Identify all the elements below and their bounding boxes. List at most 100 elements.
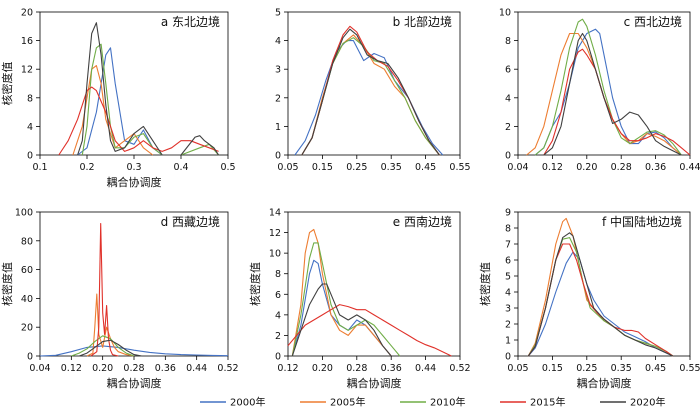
y-tick-label: 2: [275, 93, 281, 104]
y-tick-label: 8: [505, 36, 511, 47]
y-axis-label: 核密度值: [0, 62, 14, 106]
legend: 2000年 2005年 2010年 2015年 2020年: [200, 396, 665, 409]
series-line-2: [526, 32, 682, 156]
y-tick-label: 4: [275, 310, 281, 321]
y-axis-label: 核密度值: [478, 262, 492, 306]
x-tick-label: 0.1: [32, 162, 47, 173]
x-tick-label: 0.55: [679, 363, 700, 374]
x-axis-label: 耦合协调度: [577, 376, 632, 390]
plot-frame: [517, 11, 691, 156]
x-tick-label: 0.2: [79, 162, 94, 173]
y-tick-label: 4: [505, 93, 511, 104]
series-line-5: [543, 32, 682, 156]
series-line-4: [527, 243, 674, 357]
y-tick-label: 20: [21, 8, 33, 19]
legend-label: 2005年: [330, 396, 365, 409]
series-line-2: [86, 293, 135, 357]
x-tick-label: 0.20: [576, 162, 597, 173]
x-tick-label: 0.44: [415, 363, 436, 374]
x-tick-label: 0.5: [220, 162, 235, 173]
y-tick-label: 6: [505, 256, 511, 267]
x-tick-label: 0.52: [217, 363, 238, 374]
chart-title: a 东北边境: [161, 14, 220, 29]
series-line-1: [39, 345, 229, 357]
x-tick-label: 0.25: [576, 363, 597, 374]
chart-title: d 西藏边境: [161, 214, 220, 229]
x-tick-label: 0.12: [542, 162, 563, 173]
legend-label: 2015年: [530, 396, 565, 409]
y-tick-label: 0: [505, 352, 511, 363]
chart-title: f 中国陆地边境: [602, 214, 682, 229]
y-tick-label: 4: [505, 288, 511, 299]
legend-label: 2000年: [230, 396, 265, 409]
x-tick-label: 0.05: [277, 162, 298, 173]
chart-panel-6: 0.05 0.15 0.25 0.35 0.45 0.55 0 1 2 3 4 5 6 7 8 9 f 中国陆地…: [478, 208, 700, 391]
y-tick-label: 0: [27, 151, 33, 162]
y-tick-label: 14: [269, 208, 281, 219]
x-tick-label: 0.44: [186, 363, 207, 374]
series-line-5: [79, 339, 142, 357]
y-tick-label: 10: [499, 8, 511, 19]
legend-label: 2010年: [430, 396, 465, 409]
x-tick-label: 0.36: [155, 363, 176, 374]
series-line-4: [543, 48, 691, 156]
chart-title: c 西北边境: [624, 14, 682, 29]
plot-frame: [517, 211, 691, 357]
y-tick-label: 4: [27, 122, 33, 133]
legend-item-5: 2020年: [600, 396, 665, 409]
series-line-4: [58, 86, 219, 156]
y-tick-label: 9: [505, 208, 511, 219]
y-tick-label: 2: [275, 331, 281, 342]
legend-item-3: 2010年: [400, 396, 465, 409]
y-tick-label: 8: [505, 224, 511, 235]
x-tick-label: 0.20: [312, 363, 333, 374]
x-axis-label: 耦合协调度: [347, 376, 402, 390]
y-tick-label: 1: [505, 336, 511, 347]
x-axis-label: 耦合协调度: [107, 175, 162, 189]
series-line-3: [71, 335, 135, 357]
y-tick-label: 6: [275, 290, 281, 301]
x-tick-label: 0.55: [449, 162, 470, 173]
y-tick-label: 20: [21, 323, 33, 334]
x-tick-label: 0.35: [381, 162, 402, 173]
x-tick-label: 0.05: [507, 363, 528, 374]
y-tick-label: 80: [21, 236, 33, 247]
chart-panel-4: 0.04 0.12 0.20 0.28 0.36 0.44 0.52 0 20 40 60 80 100…: [0, 208, 239, 391]
x-tick-label: 0.12: [61, 363, 82, 374]
x-tick-label: 0.45: [415, 162, 436, 173]
y-tick-label: 7: [505, 240, 511, 251]
chart-title: e 西南边境: [393, 214, 452, 229]
chart-panel-3: 0.04 0.12 0.20 0.28 0.36 0.44 0 2 4 6 8 10 c 西北边境: [499, 8, 700, 174]
x-tick-label: 0.28: [346, 363, 367, 374]
x-tick-label: 0.4: [173, 162, 188, 173]
chart-panel-5: 0.12 0.20 0.28 0.36 0.44 0.52 0 2 4 6 8 10 12 14 e 西南边…: [248, 208, 471, 391]
y-tick-label: 5: [275, 8, 281, 19]
y-tick-label: 60: [21, 265, 33, 276]
series-line-3: [291, 242, 401, 357]
y-tick-label: 0: [275, 151, 281, 162]
plot-frame: [287, 211, 461, 357]
legend-item-2: 2005年: [300, 396, 365, 409]
x-tick-label: 0.20: [92, 363, 113, 374]
x-tick-label: 0.44: [679, 162, 700, 173]
x-tick-label: 0.36: [645, 162, 666, 173]
series-line-1: [77, 47, 163, 156]
x-tick-label: 0.36: [381, 363, 402, 374]
x-tick-label: 0.15: [312, 162, 333, 173]
y-tick-label: 6: [505, 65, 511, 76]
y-tick-label: 10: [269, 249, 281, 260]
series-line-2: [72, 65, 154, 156]
series-line-3: [534, 18, 682, 156]
plot-frame: [39, 211, 229, 357]
series-line-4: [90, 222, 119, 357]
y-tick-label: 3: [275, 65, 281, 76]
x-tick-label: 0.12: [277, 363, 298, 374]
y-tick-label: 3: [505, 304, 511, 315]
y-tick-label: 100: [15, 208, 33, 219]
legend-item-4: 2015年: [500, 396, 565, 409]
y-tick-label: 2: [505, 122, 511, 133]
y-tick-label: 1: [275, 122, 281, 133]
